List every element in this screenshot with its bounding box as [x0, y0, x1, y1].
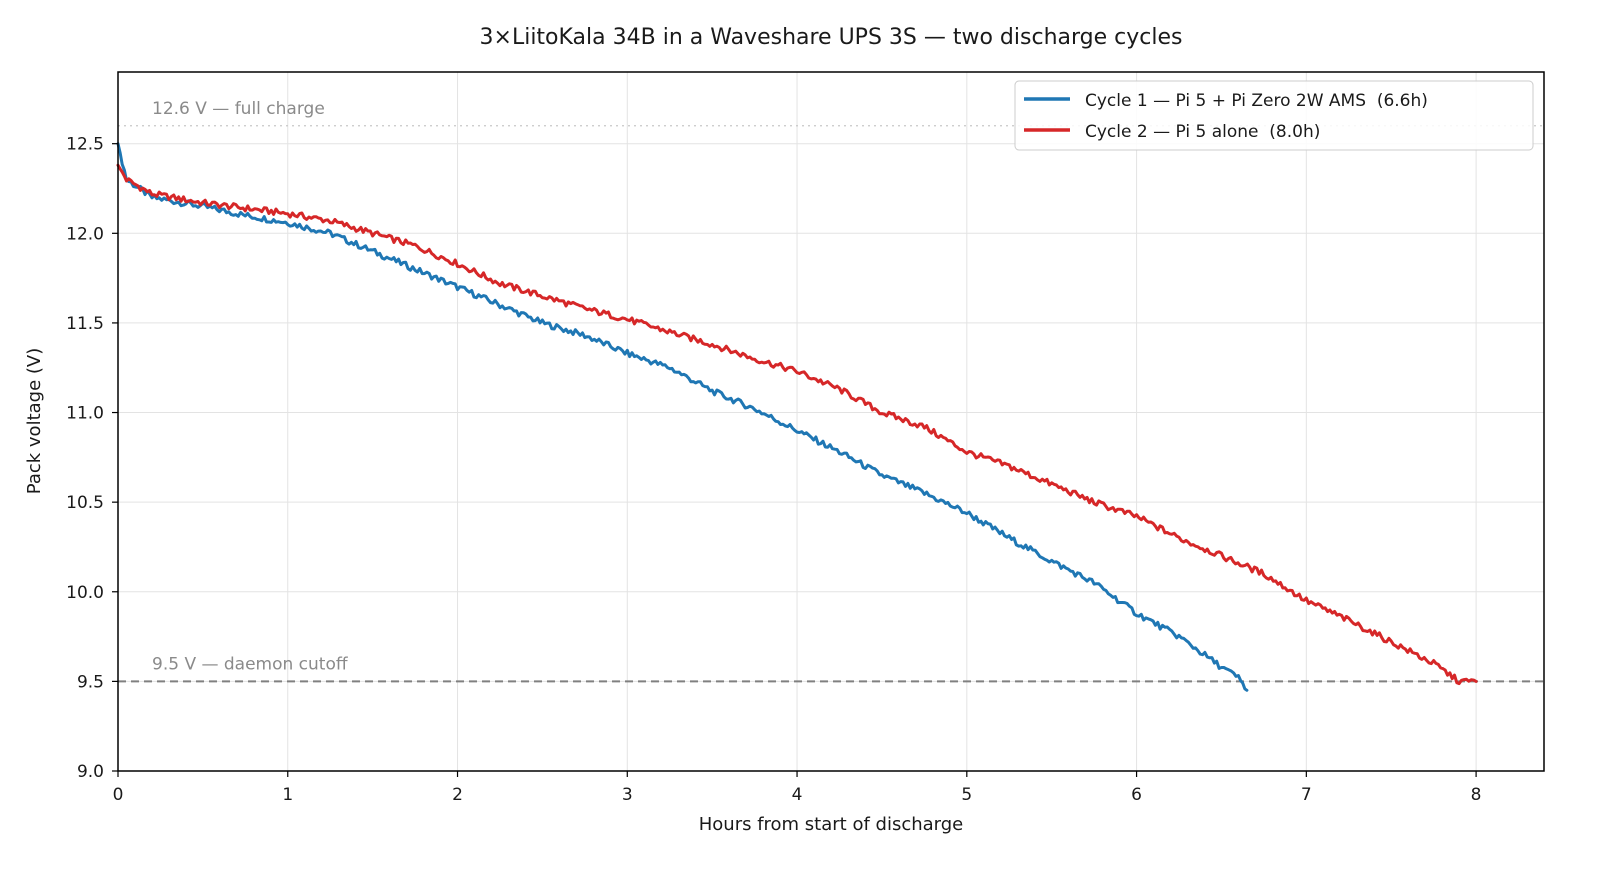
legend-box [1014, 80, 1534, 151]
y-tick-label: 11.5 [66, 314, 104, 334]
x-axis-ticks: 0 1 2 3 4 5 6 7 8 [113, 771, 1482, 805]
series-line-cycle-1 [116, 142, 1249, 692]
x-tick-label: 8 [1471, 785, 1482, 805]
x-axis-label: Hours from start of discharge [699, 814, 964, 835]
x-tick-label: 4 [792, 785, 803, 805]
x-tick-label: 1 [282, 785, 293, 805]
cutoff-label: 9.5 V — daemon cutoff [152, 654, 349, 674]
y-tick-label: 9.5 [77, 672, 104, 692]
x-tick-label: 0 [113, 785, 124, 805]
y-axis-label: Pack voltage (V) [24, 348, 45, 494]
y-tick-label: 9.0 [77, 762, 104, 782]
x-tick-label: 3 [622, 785, 633, 805]
legend-label-cycle-1: Cycle 1 — Pi 5 + Pi Zero 2W AMS (6.6h) [1085, 91, 1428, 111]
x-tick-label: 7 [1301, 785, 1312, 805]
plot-frame [117, 71, 1545, 772]
chart-title: 3×LiitoKala 34B in a Waveshare UPS 3S — … [480, 25, 1183, 50]
full-charge-label: 12.6 V — full charge [152, 99, 325, 119]
y-tick-label: 10.5 [66, 493, 104, 513]
x-tick-label: 6 [1131, 785, 1142, 805]
x-tick-label: 5 [961, 785, 972, 805]
legend: Cycle 1 — Pi 5 + Pi Zero 2W AMS (6.6h) C… [1014, 80, 1534, 151]
series-lines [116, 142, 1478, 692]
y-tick-label: 12.0 [66, 224, 104, 244]
y-tick-label: 11.0 [66, 404, 104, 424]
y-tick-label: 10.0 [66, 583, 104, 603]
x-tick-label: 2 [452, 785, 463, 805]
legend-label-cycle-2: Cycle 2 — Pi 5 alone (8.0h) [1085, 122, 1320, 142]
y-tick-label: 12.5 [66, 135, 104, 155]
series-line-cycle-2 [116, 163, 1478, 686]
y-axis-ticks: 9.0 9.5 10.0 10.5 11.0 11.5 12.0 12.5 [66, 135, 118, 782]
